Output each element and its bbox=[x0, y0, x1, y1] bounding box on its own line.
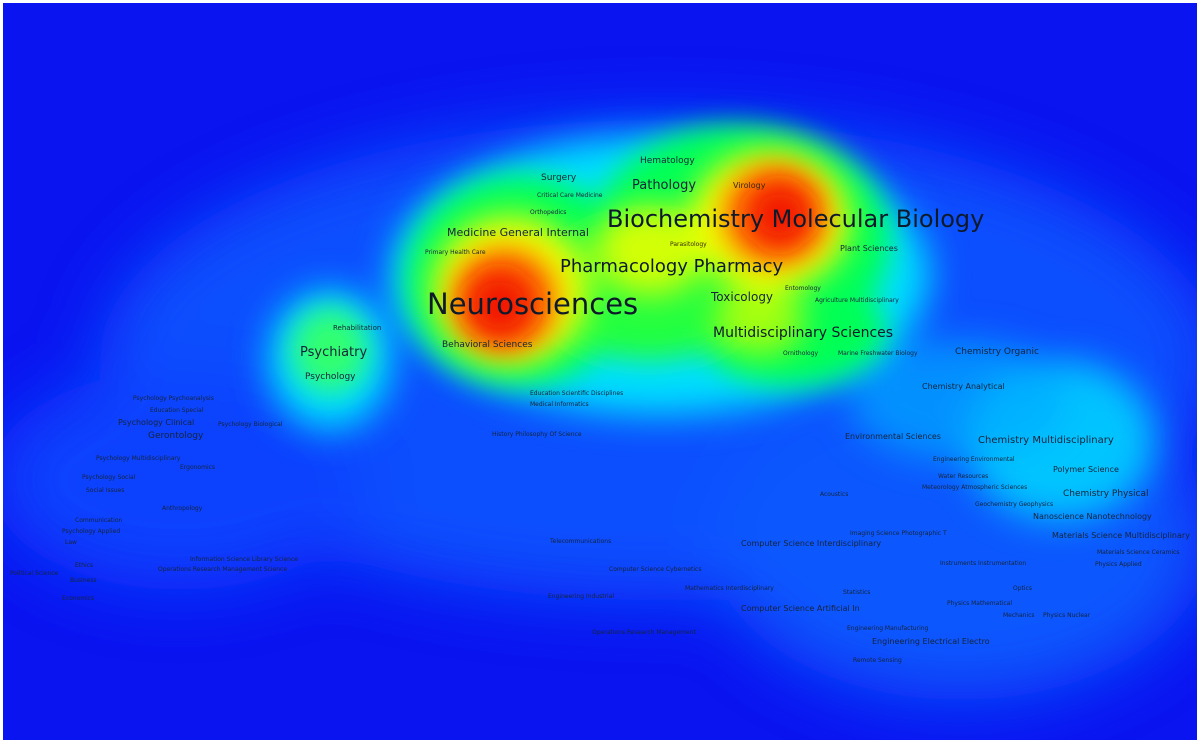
label-psychology-social: Psychology Social bbox=[82, 474, 136, 481]
label-psychology-psychoanalysis: Psychology Psychoanalysis bbox=[133, 395, 214, 402]
label-gerontology: Gerontology bbox=[148, 431, 204, 441]
label-history-philosophy-of-science: History Philosophy Of Science bbox=[492, 431, 582, 438]
label-information-science-library-science: Information Science Library Science bbox=[190, 556, 298, 563]
label-marine-freshwater-biology: Marine Freshwater Biology bbox=[838, 350, 918, 357]
label-anthropology: Anthropology bbox=[162, 505, 203, 512]
label-instruments-instrumentation: Instruments Instrumentation bbox=[940, 560, 1027, 567]
label-chemistry-multidisciplinary: Chemistry Multidisciplinary bbox=[978, 435, 1114, 446]
label-physics-applied: Physics Applied bbox=[1095, 561, 1142, 568]
label-computer-science-artificial-in: Computer Science Artificial In bbox=[741, 604, 860, 613]
label-operations-research-management-science: Operations Research Management Science bbox=[158, 566, 288, 573]
label-surgery: Surgery bbox=[541, 173, 577, 183]
label-ergonomics: Ergonomics bbox=[180, 464, 216, 471]
label-chemistry-analytical: Chemistry Analytical bbox=[922, 382, 1005, 391]
label-rehabilitation: Rehabilitation bbox=[333, 324, 382, 332]
label-biochemistry-molecular-biology: Biochemistry Molecular Biology bbox=[607, 205, 985, 233]
label-law: Law bbox=[65, 539, 77, 546]
label-psychology-applied: Psychology Applied bbox=[62, 528, 121, 535]
label-social-issues: Social Issues bbox=[86, 487, 125, 494]
label-parasitology: Parasitology bbox=[670, 241, 707, 248]
label-chemistry-organic: Chemistry Organic bbox=[955, 347, 1039, 357]
label-acoustics: Acoustics bbox=[820, 491, 849, 498]
label-polymer-science: Polymer Science bbox=[1053, 465, 1119, 474]
label-psychology: Psychology bbox=[305, 372, 356, 382]
label-political-science: Political Science bbox=[10, 570, 59, 577]
label-orthopedics: Orthopedics bbox=[530, 209, 567, 216]
label-telecommunications: Telecommunications bbox=[550, 538, 612, 545]
label-physics-mathematical: Physics Mathematical bbox=[947, 600, 1012, 607]
label-engineering-industrial: Engineering Industrial bbox=[548, 593, 615, 600]
label-water-resources: Water Resources bbox=[938, 473, 989, 480]
label-optics: Optics bbox=[1013, 585, 1032, 592]
label-behavioral-sciences: Behavioral Sciences bbox=[442, 340, 533, 350]
label-pathology: Pathology bbox=[632, 178, 697, 193]
label-computer-science-interdisciplinary: Computer Science Interdisciplinary bbox=[741, 539, 882, 548]
label-medicine-general-internal: Medicine General Internal bbox=[447, 226, 589, 239]
label-meteorology-atmospheric-sciences: Meteorology Atmospheric Sciences bbox=[922, 484, 1028, 491]
label-engineering-manufacturing: Engineering Manufacturing bbox=[847, 625, 929, 632]
label-plant-sciences: Plant Sciences bbox=[840, 244, 898, 253]
label-computer-science-cybernetics: Computer Science Cybernetics bbox=[609, 566, 702, 573]
label-ethics: Ethics bbox=[75, 562, 94, 569]
label-education-special: Education Special bbox=[150, 407, 204, 414]
label-ornithology: Ornithology bbox=[783, 350, 819, 357]
label-operations-research-management: Operations Research Management bbox=[592, 629, 696, 636]
label-materials-science-multidisciplinary: Materials Science Multidisciplinary bbox=[1052, 531, 1190, 540]
label-primary-health-care: Primary Health Care bbox=[425, 249, 486, 256]
label-engineering-environmental: Engineering Environmental bbox=[933, 456, 1015, 463]
label-imaging-science-photographic-t: Imaging Science Photographic T bbox=[850, 530, 947, 537]
label-statistics: Statistics bbox=[843, 589, 871, 596]
label-economics: Economics bbox=[62, 595, 95, 602]
label-multidisciplinary-sciences: Multidisciplinary Sciences bbox=[713, 325, 894, 341]
label-neurosciences: Neurosciences bbox=[427, 287, 639, 321]
label-psychology-biological: Psychology Biological bbox=[218, 421, 283, 428]
label-pharmacology-pharmacy: Pharmacology Pharmacy bbox=[560, 256, 784, 277]
label-communication: Communication bbox=[75, 517, 123, 524]
label-psychology-clinical: Psychology Clinical bbox=[118, 418, 195, 427]
label-business: Business bbox=[70, 577, 97, 584]
label-entomology: Entomology bbox=[785, 285, 821, 292]
label-hematology: Hematology bbox=[640, 156, 695, 166]
label-mathematics-interdisciplinary: Mathematics Interdisciplinary bbox=[685, 585, 774, 592]
label-physics-nuclear: Physics Nuclear bbox=[1043, 612, 1091, 619]
label-environmental-sciences: Environmental Sciences bbox=[845, 432, 941, 441]
label-toxicology: Toxicology bbox=[711, 290, 774, 304]
label-nanoscience-nanotechnology: Nanoscience Nanotechnology bbox=[1033, 512, 1152, 521]
label-geochemistry-geophysics: Geochemistry Geophysics bbox=[975, 501, 1054, 508]
label-chemistry-physical: Chemistry Physical bbox=[1063, 489, 1149, 499]
label-psychology-multidisciplinary: Psychology Multidisciplinary bbox=[96, 455, 181, 462]
label-critical-care-medicine: Critical Care Medicine bbox=[537, 192, 603, 199]
label-engineering-electrical-electro: Engineering Electrical Electro bbox=[872, 637, 990, 646]
label-psychiatry: Psychiatry bbox=[300, 345, 368, 360]
label-agriculture-multidisciplinary: Agriculture Multidisciplinary bbox=[815, 297, 899, 304]
label-medical-informatics: Medical Informatics bbox=[530, 401, 589, 408]
label-education-scientific-disciplines: Education Scientific Disciplines bbox=[530, 390, 624, 397]
label-remote-sensing: Remote Sensing bbox=[853, 657, 902, 664]
label-mechanics: Mechanics bbox=[1003, 612, 1035, 619]
density-layer-red bbox=[466, 183, 812, 339]
label-materials-science-ceramics: Materials Science Ceramics bbox=[1097, 549, 1180, 556]
label-virology: Virology bbox=[733, 181, 766, 190]
